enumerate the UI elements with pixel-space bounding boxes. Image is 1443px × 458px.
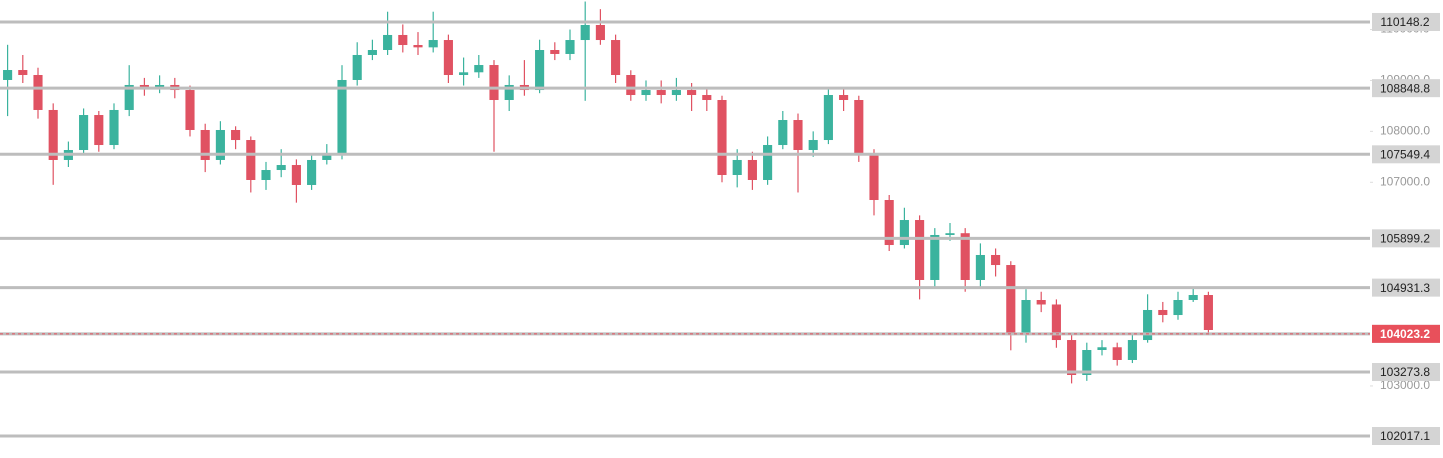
candle-body <box>899 220 909 246</box>
candle-body <box>550 50 560 54</box>
candle-body <box>322 154 332 160</box>
candle-body <box>991 254 1001 266</box>
y-tick-label: 103000.0 <box>1380 378 1430 392</box>
candle-body <box>413 45 423 48</box>
candle-body <box>109 109 119 146</box>
candle-body <box>215 129 225 160</box>
candle-body <box>702 95 712 101</box>
level-label-box <box>1372 278 1440 297</box>
candle-body <box>398 34 408 46</box>
candle-body <box>307 159 317 185</box>
candle-body <box>94 115 104 146</box>
candle-body <box>717 100 727 176</box>
candle-body <box>474 65 484 73</box>
candle-body <box>580 25 590 41</box>
candle-body <box>443 40 453 76</box>
candle-body <box>975 254 985 280</box>
candle-body <box>79 115 89 151</box>
candle-body <box>1112 347 1122 360</box>
candle-body <box>1082 350 1092 376</box>
candle-body <box>428 40 438 48</box>
candle-body <box>839 95 849 101</box>
y-tick-label: 108000.0 <box>1380 124 1430 138</box>
candle-body <box>611 40 621 76</box>
candle-body <box>459 72 469 76</box>
level-label-box <box>1372 426 1440 445</box>
candle-body <box>778 120 788 146</box>
candle-body <box>763 145 773 180</box>
candle-body <box>261 170 271 180</box>
candle-body <box>1173 300 1183 316</box>
candle-body <box>3 70 13 80</box>
candle-body <box>139 84 149 88</box>
level-label-box <box>1372 79 1440 98</box>
candle-body <box>732 159 742 176</box>
candle-body <box>231 129 241 141</box>
candle-body <box>1143 309 1153 341</box>
candle-body <box>869 154 879 201</box>
level-label: 102017.1 <box>1380 429 1430 443</box>
candle-body <box>1127 340 1137 360</box>
level-label-box <box>1372 145 1440 164</box>
candle-body <box>291 165 301 185</box>
candle-body <box>1188 295 1198 301</box>
candle-body <box>1021 300 1031 336</box>
candle-body <box>823 95 833 141</box>
level-label: 107549.4 <box>1380 147 1430 161</box>
candle-body <box>1006 265 1016 336</box>
level-label: 108848.8 <box>1380 81 1430 95</box>
candle-body <box>1051 304 1061 341</box>
level-label-box <box>1372 229 1440 248</box>
candle-body <box>155 84 165 88</box>
candle-body <box>656 90 666 96</box>
candle-body <box>595 25 605 41</box>
candle-body <box>185 90 195 130</box>
level-label: 105899.2 <box>1380 232 1430 246</box>
candle-body <box>383 34 393 51</box>
candle-body <box>200 129 210 160</box>
level-label: 103273.8 <box>1380 365 1430 379</box>
level-label-box <box>1372 12 1440 31</box>
candle-body <box>626 75 636 96</box>
candle-body <box>18 70 28 76</box>
candle-body <box>945 233 955 235</box>
level-label: 110148.2 <box>1380 15 1429 29</box>
candle-body <box>960 233 970 280</box>
candle-body <box>33 75 43 110</box>
candle-body <box>808 140 818 151</box>
candle-body <box>1036 300 1046 305</box>
candle-body <box>1158 309 1168 316</box>
candle-body <box>489 65 499 101</box>
last-price-label: 104023.2 <box>1380 327 1430 341</box>
candle-body <box>915 220 925 280</box>
candle-body <box>671 90 681 96</box>
candle-body <box>1097 347 1107 351</box>
candle-body <box>504 84 514 101</box>
candle-body <box>48 109 58 160</box>
candle-body <box>687 90 697 96</box>
candle-body <box>276 165 286 171</box>
candle-body <box>352 54 362 80</box>
candle-body <box>535 50 545 91</box>
candle-body <box>1067 340 1077 376</box>
candle-body <box>884 200 894 246</box>
candle-body <box>337 79 347 155</box>
y-tick-label: 107000.0 <box>1380 174 1430 188</box>
last-price-box <box>1372 324 1440 343</box>
level-label: 104931.3 <box>1380 281 1430 295</box>
candle-body <box>124 84 134 110</box>
candle-body <box>793 120 803 151</box>
candle-body <box>641 90 651 96</box>
candle-body <box>930 234 940 280</box>
level-label-box <box>1372 363 1440 382</box>
candle-body <box>854 100 864 155</box>
candle-body <box>565 40 575 54</box>
candle-body <box>747 159 757 180</box>
candle-body <box>367 50 377 55</box>
candle-body <box>1203 295 1213 330</box>
candle-body <box>246 140 256 180</box>
